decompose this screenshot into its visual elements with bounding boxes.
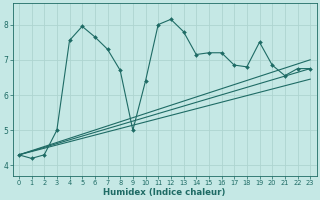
X-axis label: Humidex (Indice chaleur): Humidex (Indice chaleur) bbox=[103, 188, 226, 197]
